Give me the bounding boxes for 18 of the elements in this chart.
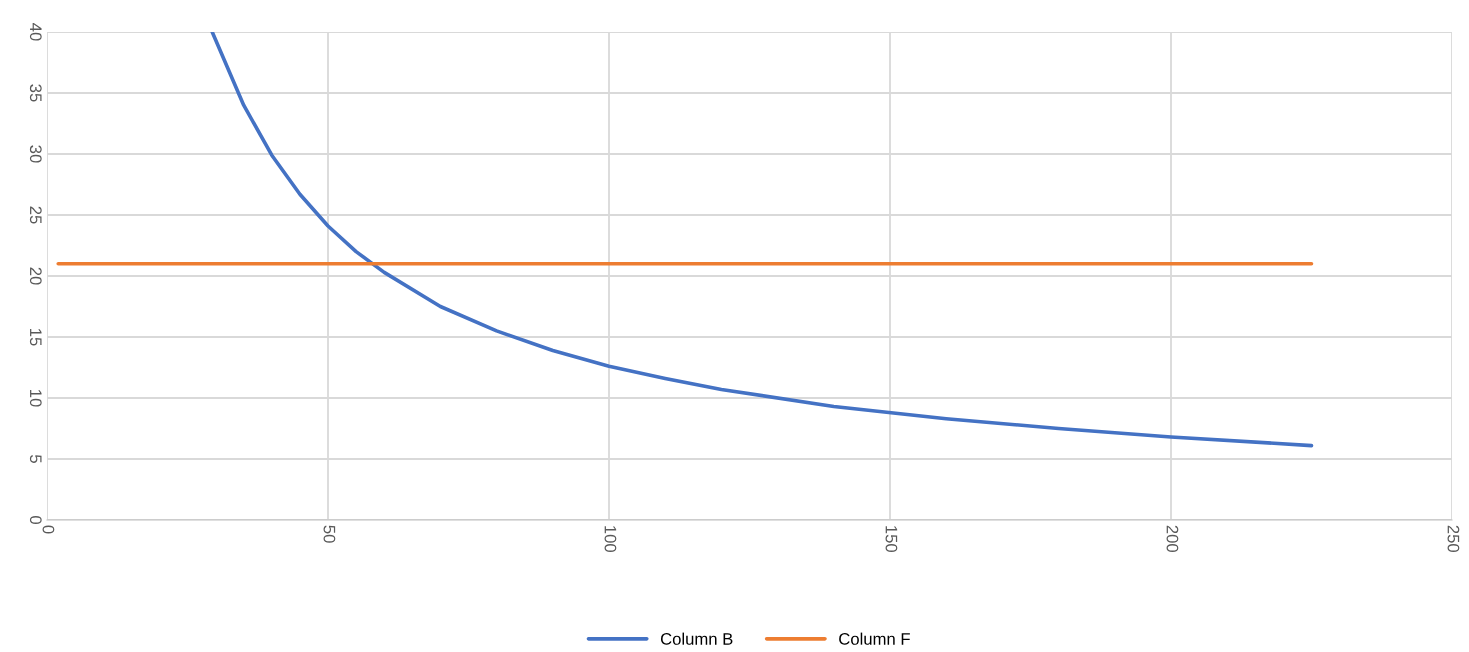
y-tick-label: 15 (29, 329, 42, 346)
x-tick-label: 150 (885, 526, 898, 553)
legend-label: Column F (839, 632, 910, 645)
y-tick-label: 10 (29, 390, 42, 407)
x-tick-label: 0 (42, 525, 55, 534)
y-tick-label: 40 (29, 23, 42, 41)
y-tick-label: 35 (29, 84, 42, 102)
legend-label: Column B (660, 632, 733, 645)
y-tick-label: 30 (29, 145, 42, 163)
y-tick-label: 0 (29, 516, 42, 524)
x-tick-label: 100 (604, 526, 617, 553)
y-tick-label: 5 (29, 455, 42, 463)
x-tick-label: 50 (323, 525, 336, 543)
x-tick-label: 250 (1447, 525, 1460, 553)
y-tick-label: 25 (29, 206, 42, 224)
x-tick-label: 200 (1166, 525, 1179, 553)
line-series (210, 32, 1314, 448)
y-tick-label: 20 (29, 267, 42, 285)
